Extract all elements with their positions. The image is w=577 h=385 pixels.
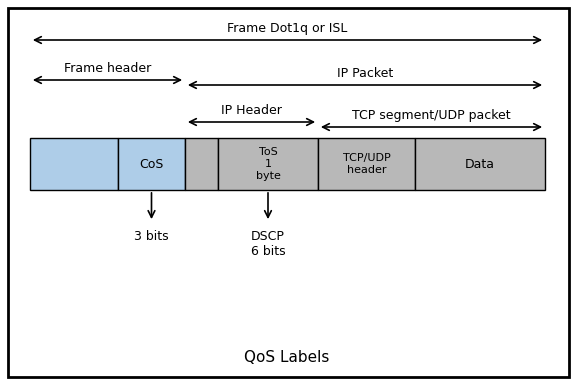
- Text: QoS Labels: QoS Labels: [244, 350, 329, 365]
- Bar: [185, 138, 218, 190]
- Text: 3 bits: 3 bits: [134, 230, 169, 243]
- Text: Data: Data: [465, 157, 495, 171]
- Text: IP Header: IP Header: [221, 104, 282, 117]
- Text: DSCP
6 bits: DSCP 6 bits: [250, 230, 285, 258]
- Text: TCP segment/UDP packet: TCP segment/UDP packet: [352, 109, 511, 122]
- Text: CoS: CoS: [139, 157, 164, 171]
- Bar: [318, 138, 415, 190]
- Bar: [118, 138, 185, 190]
- Text: IP Packet: IP Packet: [337, 67, 393, 80]
- Bar: [30, 138, 118, 190]
- Text: TCP/UDP
header: TCP/UDP header: [343, 153, 391, 175]
- Bar: [218, 138, 318, 190]
- Text: Frame header: Frame header: [64, 62, 151, 75]
- Bar: [415, 138, 545, 190]
- Text: Frame Dot1q or ISL: Frame Dot1q or ISL: [227, 22, 348, 35]
- Text: ToS
1
byte: ToS 1 byte: [256, 147, 280, 181]
